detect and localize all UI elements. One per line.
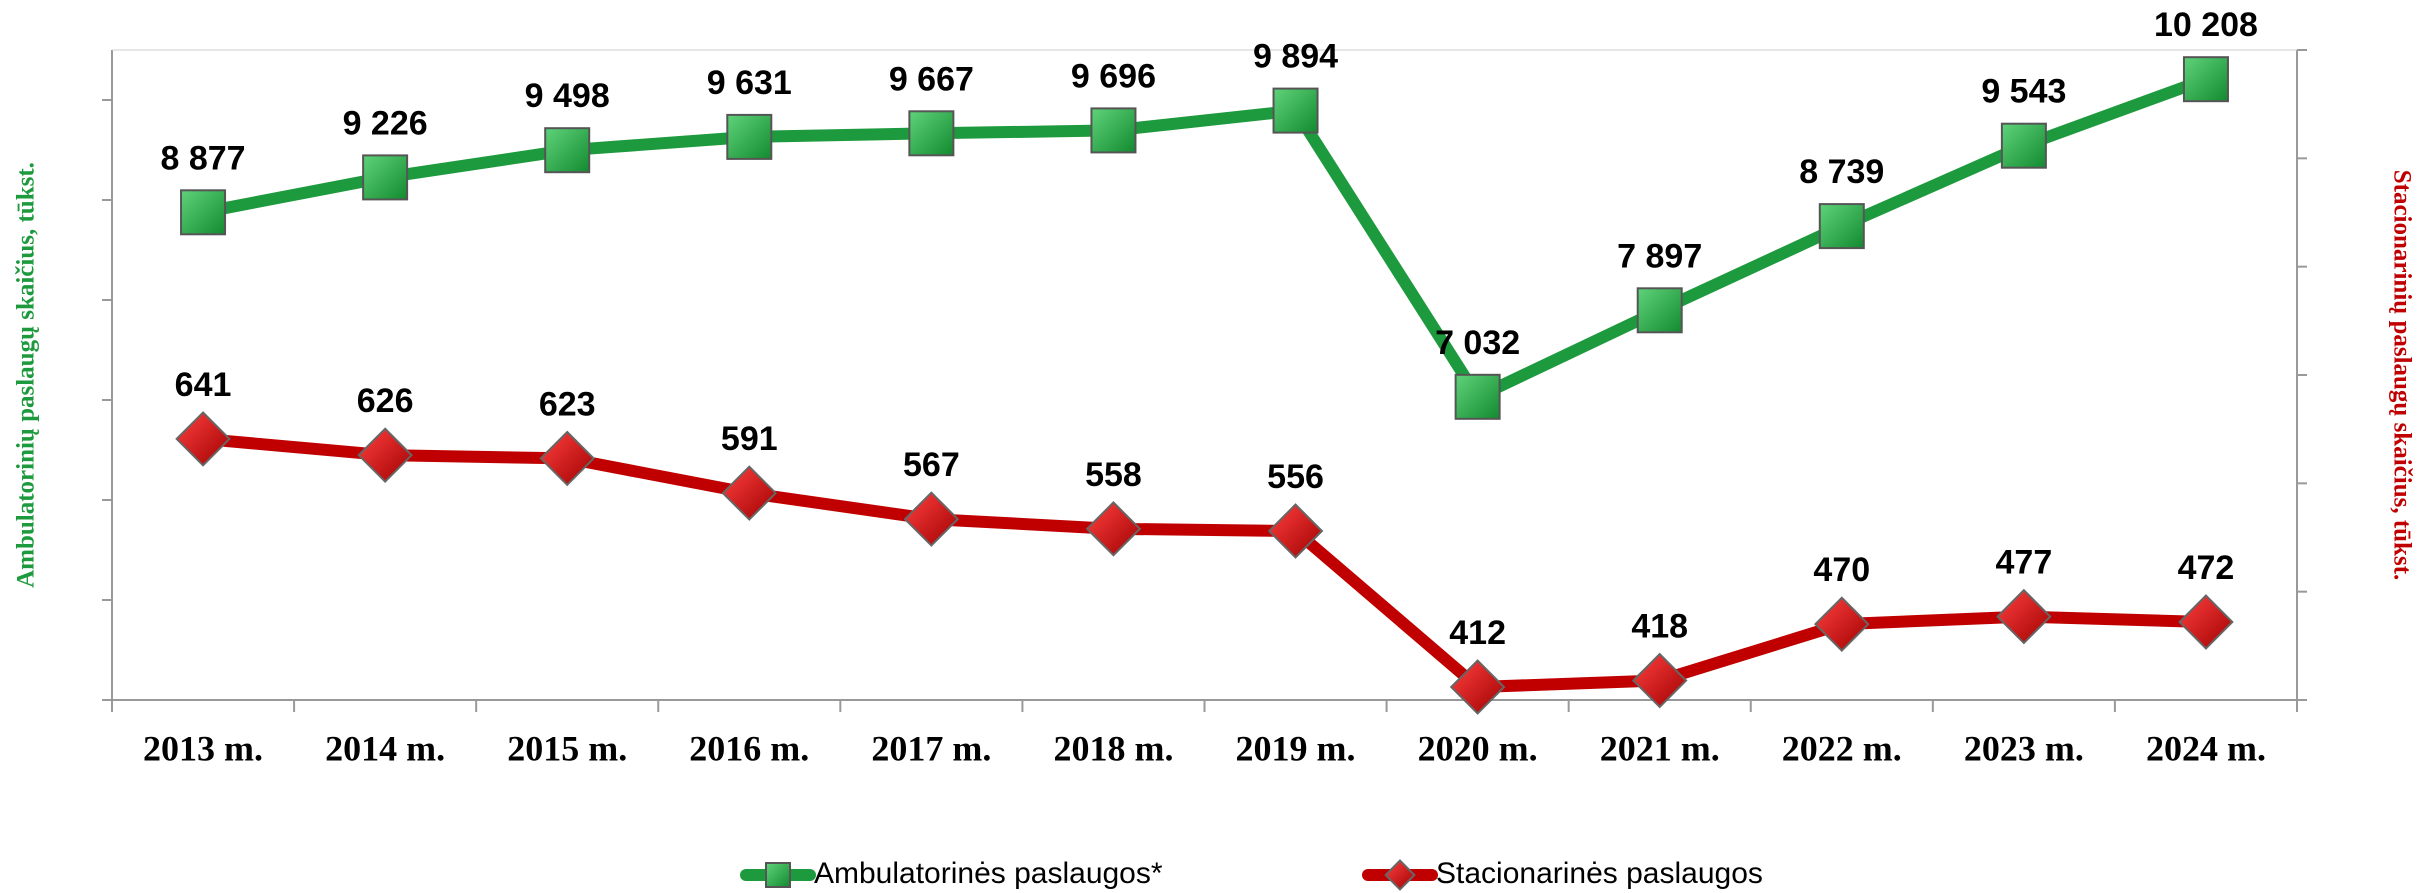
marker xyxy=(180,189,227,236)
marker xyxy=(1085,501,1142,557)
data-label: 470 xyxy=(1813,551,1870,589)
data-label: 9 696 xyxy=(1071,57,1156,95)
x-tick-label: 2021 m. xyxy=(1600,728,1720,768)
x-tick-label: 2024 m. xyxy=(2146,728,2266,768)
data-label: 8 739 xyxy=(1799,153,1884,191)
data-label: 623 xyxy=(539,385,596,423)
marker xyxy=(1631,652,1688,709)
marker xyxy=(362,154,409,201)
marker xyxy=(1813,596,1870,652)
data-label: 10 208 xyxy=(2154,6,2258,44)
data-label: 9 226 xyxy=(343,104,428,142)
legend-label: Stacionarinės paslaugos xyxy=(1436,857,1763,890)
marker xyxy=(2182,56,2229,103)
marker xyxy=(908,110,955,157)
x-tick-label: 2013 m. xyxy=(143,728,263,768)
data-label: 472 xyxy=(2178,549,2235,587)
marker xyxy=(721,465,778,521)
marker xyxy=(1818,203,1865,250)
marker xyxy=(1090,107,1137,154)
data-label: 641 xyxy=(175,366,232,404)
marker xyxy=(903,491,960,547)
marker xyxy=(1449,659,1506,715)
legend-label: Ambulatorinės paslaugos* xyxy=(814,857,1163,890)
marker xyxy=(1454,373,1501,420)
data-label: 9 667 xyxy=(889,60,974,98)
data-label: 591 xyxy=(721,420,778,458)
data-label: 9 631 xyxy=(707,64,792,102)
x-tick-label: 2020 m. xyxy=(1418,728,1538,768)
x-tick-label: 2017 m. xyxy=(871,728,991,768)
x-tick-label: 2022 m. xyxy=(1782,728,1902,768)
legend-marker xyxy=(1384,859,1416,891)
data-label: 558 xyxy=(1085,456,1142,494)
data-label: 567 xyxy=(903,446,960,484)
data-label: 7 897 xyxy=(1617,237,1702,275)
x-tick-label: 2015 m. xyxy=(507,728,627,768)
series-line xyxy=(201,73,2209,403)
marker xyxy=(1272,87,1319,134)
data-label: 9 498 xyxy=(525,77,610,115)
legend-marker xyxy=(765,862,791,888)
data-label: 7 032 xyxy=(1435,324,1520,362)
x-tick-label: 2014 m. xyxy=(325,728,445,768)
y2-axis-title: Stacionarinių paslaugų skaičius, tūkst. xyxy=(2388,170,2415,581)
x-tick-label: 2023 m. xyxy=(1964,728,2084,768)
data-label: 8 877 xyxy=(160,139,245,177)
marker xyxy=(1267,503,1324,559)
data-label: 9 543 xyxy=(1981,73,2066,111)
marker xyxy=(726,113,773,160)
data-label: 477 xyxy=(1996,544,2053,582)
x-tick-label: 2018 m. xyxy=(1053,728,1173,768)
data-label: 412 xyxy=(1449,614,1506,652)
marker xyxy=(175,411,231,467)
marker xyxy=(2000,122,2047,169)
x-tick-label: 2016 m. xyxy=(689,728,809,768)
marker xyxy=(357,427,413,483)
data-label: 418 xyxy=(1631,607,1688,645)
data-label: 556 xyxy=(1267,458,1324,496)
data-label: 626 xyxy=(357,382,414,420)
y-axis-title: Ambulatorinių paslaugų skaičius, tūkst. xyxy=(13,162,40,588)
series-line xyxy=(202,432,2207,693)
marker xyxy=(539,430,596,487)
marker xyxy=(1996,588,2052,645)
x-tick-label: 2019 m. xyxy=(1236,728,1356,768)
marker xyxy=(2178,594,2234,650)
marker xyxy=(544,127,591,174)
marker xyxy=(1636,287,1683,334)
data-label: 9 894 xyxy=(1253,38,1338,76)
